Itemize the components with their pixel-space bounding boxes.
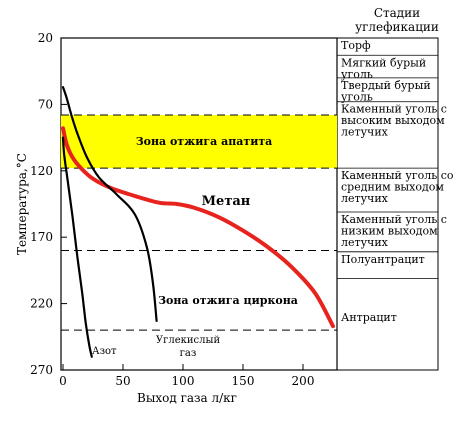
co2-label-line: Углекислый (156, 335, 221, 346)
stage-label-line: уголь (341, 90, 373, 103)
stage-label-line: высоким выходом (341, 114, 445, 127)
stage-label: Мягкий бурый уголь (341, 56, 426, 81)
co2-label-line: газ (180, 348, 197, 359)
y-axis-label: Температура,°C (15, 153, 29, 255)
apatite-zone-band (61, 115, 337, 169)
x-tick-label: 150 (232, 374, 255, 388)
plot-frame (60, 37, 338, 371)
stage-label: Твердый бурый уголь (341, 79, 431, 104)
stage-label-line: Каменный уголь со (341, 169, 454, 182)
stages-header: Стадии углефикации (355, 6, 439, 34)
stage-label: Каменный уголь с высоким выходом летучих (341, 103, 447, 139)
x-tick-label: 0 (59, 374, 67, 388)
series-line-nitrogen (61, 136, 93, 358)
stage-label-line: Антрацит (341, 311, 397, 324)
stage-label: Торф (341, 39, 371, 52)
stage-label-line: низким выходом (341, 224, 438, 237)
x-axis-ticks: 0 50 100 150 200 (59, 364, 314, 388)
zircon-zone-label: Зона отжига циркона (158, 294, 298, 307)
stage-label-line: Твердый бурый (341, 79, 431, 92)
stage-label-line: летучих (341, 192, 389, 205)
series-line-methane (61, 126, 335, 329)
stage-label-line: Каменный уголь с (341, 103, 447, 116)
series-line-co2 (61, 86, 158, 322)
x-tick-label: 100 (172, 374, 195, 388)
stage-label-line: Торф (341, 39, 371, 52)
nitrogen-label: Азот (92, 346, 117, 357)
x-axis-label: Выход газа л/кг (137, 391, 237, 405)
y-tick-label: 270 (30, 363, 53, 377)
stage-label-line: летучих (341, 126, 389, 139)
stage-label: Антрацит (341, 311, 397, 324)
x-tick-label: 200 (292, 374, 315, 388)
co2-label: Углекислый газ (156, 335, 221, 359)
stage-label: Каменный уголь со средним выходом летучих (341, 169, 454, 205)
stage-label-line: летучих (341, 236, 389, 249)
stage-label-line: Каменный уголь с (341, 213, 447, 226)
y-tick-label: 120 (30, 164, 53, 178)
y-axis-ticks: 20 70 120 170 220 270 (30, 31, 67, 377)
stages-header-line: углефикации (355, 20, 439, 34)
stage-label: Каменный уголь с низким выходом летучих (341, 213, 447, 249)
stage-label-line: средним выходом (341, 181, 444, 194)
methane-label: Метан (202, 194, 251, 209)
stages-header-line: Стадии (374, 6, 420, 20)
apatite-zone-label: Зона отжига апатита (136, 135, 273, 148)
stage-label-line: Мягкий бурый (341, 56, 426, 69)
y-tick-label: 70 (38, 97, 53, 111)
x-tick-label: 50 (115, 374, 130, 388)
stage-label: Полуантрацит (341, 253, 425, 266)
stage-label-line: Полуантрацит (341, 253, 425, 266)
stages-frame (336, 37, 439, 371)
y-tick-label: 20 (38, 31, 53, 45)
y-tick-label: 170 (30, 230, 53, 244)
y-tick-label: 220 (30, 297, 53, 311)
